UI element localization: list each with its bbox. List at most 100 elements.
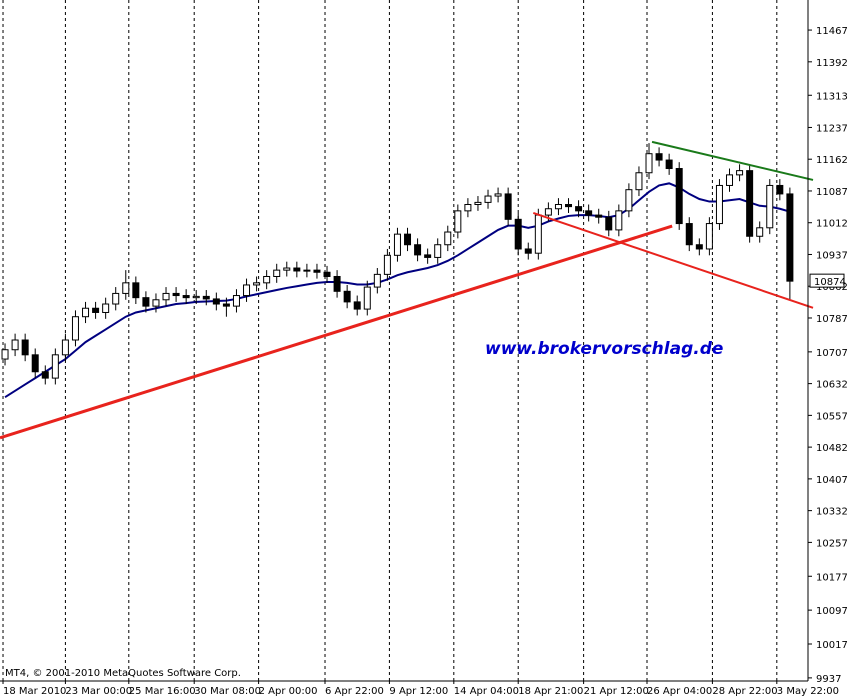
candle-body: [454, 210, 462, 233]
candle-body: [685, 223, 693, 246]
candle-body: [142, 297, 150, 307]
x-tick-label: 9 Apr 12:00: [389, 686, 448, 697]
candle-body: [766, 184, 774, 229]
candle-body: [595, 214, 603, 218]
y-tick-label: 10787: [816, 314, 848, 325]
watermark: www.brokervorschlag.de: [485, 339, 723, 359]
price-label-box: [809, 273, 845, 288]
candle-body: [726, 174, 734, 186]
candle-body: [554, 204, 562, 210]
x-tick-label: 30 Mar 08:00: [194, 686, 261, 697]
y-tick-label: 10407: [816, 475, 848, 486]
grid: [2, 0, 778, 680]
y-tick-label: 9937: [816, 674, 841, 685]
candle-body: [303, 269, 311, 272]
x-tick-label: 21 Apr 12:00: [584, 686, 649, 697]
price-label: 10874: [814, 277, 846, 288]
y-tick-label: 10937: [816, 250, 848, 261]
y-tick-label: 10257: [816, 538, 848, 549]
candle-body: [343, 290, 351, 303]
candle-body: [605, 216, 613, 231]
candle-body: [424, 254, 432, 258]
y-tick-label: 10332: [816, 507, 848, 518]
candle-body: [333, 275, 341, 292]
candle-body: [253, 282, 261, 286]
candle-body: [404, 233, 412, 246]
candle-body: [373, 273, 381, 288]
y-tick-label: 11012: [816, 219, 848, 230]
candle-body: [655, 153, 663, 161]
candle-body: [363, 286, 371, 310]
x-tick-label: 14 Apr 04:00: [454, 686, 519, 697]
y-tick-label: 11392: [816, 58, 848, 69]
candle-body: [635, 172, 643, 191]
candle-body: [695, 244, 703, 250]
candle-body: [786, 193, 794, 282]
candle-body: [625, 189, 633, 212]
candle-body: [736, 170, 744, 176]
x-tick-label: 18 Mar 2010: [3, 686, 66, 697]
candle-body: [212, 298, 220, 305]
y-tick-label: 10097: [816, 606, 848, 617]
candle-body: [705, 223, 713, 250]
footer: MT4, © 2001-2010 MetaQuotes Software Cor…: [5, 668, 241, 679]
candle-body: [715, 184, 723, 225]
candle-body: [393, 233, 401, 256]
x-tick-label: 3 May 22:00: [777, 686, 839, 697]
x-tick-label: 28 Apr 22:00: [712, 686, 777, 697]
candle-body: [383, 254, 391, 275]
candle-body: [21, 339, 29, 356]
candle-body: [524, 248, 532, 254]
candle-body: [444, 231, 452, 246]
candle-body: [484, 195, 492, 203]
candle-body: [776, 184, 784, 195]
candle-body: [565, 204, 573, 208]
candle-body: [222, 303, 230, 307]
candle-body: [152, 299, 160, 307]
candle-body: [665, 159, 673, 170]
moving-average: [4, 182, 791, 399]
x-tick-label: 26 Apr 04:00: [647, 686, 712, 697]
y-tick-label: 11237: [816, 123, 848, 134]
candle-body: [434, 244, 442, 258]
x-tick-label: 25 Mar 16:00: [129, 686, 196, 697]
candle-body: [51, 354, 59, 379]
candle-body: [504, 193, 512, 220]
x-tick-label: 18 Apr 21:00: [518, 686, 583, 697]
y-tick-label: 11087: [816, 187, 848, 198]
candle-body: [31, 354, 39, 373]
candle-body: [192, 295, 200, 299]
candle-body: [645, 153, 653, 174]
candle-body: [1, 349, 9, 360]
y-tick-label: 10017: [816, 640, 848, 651]
y-tick-label: 11162: [816, 155, 848, 166]
trend-line: [532, 212, 814, 309]
candle-body: [675, 168, 683, 225]
candle-body: [243, 284, 251, 297]
y-tick-label: 10557: [816, 411, 848, 422]
trend-line: [0, 224, 673, 440]
candle-body: [162, 292, 170, 301]
candle-body: [756, 227, 764, 237]
candle-body: [514, 218, 522, 250]
candle-body: [615, 210, 623, 231]
y-tick-label: 11313: [816, 91, 848, 102]
candle-body: [122, 282, 130, 294]
candle-body: [544, 208, 552, 216]
candle-body: [534, 214, 542, 254]
candle-body: [172, 292, 180, 297]
y-tick-label: 10707: [816, 348, 848, 359]
candle-body: [263, 275, 271, 284]
candle-body: [464, 204, 472, 212]
candle-body: [283, 267, 291, 271]
candle-body: [273, 269, 281, 277]
candle-body: [353, 301, 361, 310]
y-tick-label: 10482: [816, 443, 848, 454]
candle-body: [323, 271, 331, 277]
candle-body: [82, 307, 90, 318]
candle-body: [182, 295, 190, 299]
x-tick-label: 2 Apr 00:00: [259, 686, 318, 697]
candle-body: [293, 267, 301, 272]
candle-body: [102, 303, 110, 313]
